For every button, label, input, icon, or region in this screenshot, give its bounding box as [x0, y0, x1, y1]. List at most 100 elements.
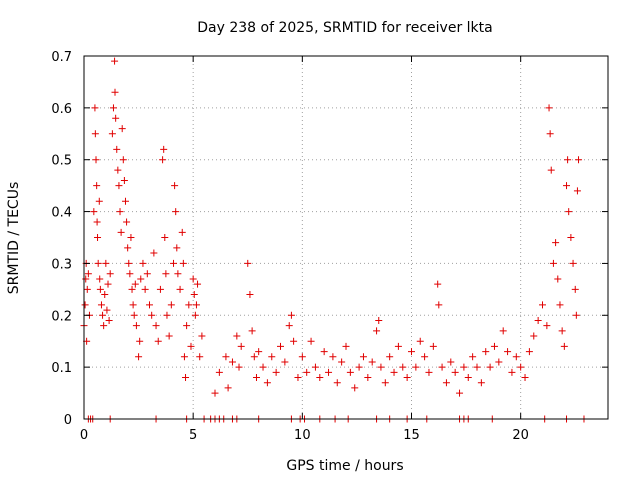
data-point: [421, 353, 429, 361]
data-point: [390, 368, 398, 376]
data-point: [464, 374, 472, 382]
data-point: [170, 259, 178, 267]
y-tick-label: 0.3: [51, 257, 72, 272]
data-point: [135, 353, 143, 361]
data-point: [438, 363, 446, 371]
data-point: [546, 130, 554, 138]
data-point: [351, 384, 359, 392]
data-point: [190, 291, 198, 299]
data-point: [128, 285, 136, 293]
data-point: [124, 244, 132, 252]
data-point: [333, 379, 341, 387]
data-point: [263, 379, 271, 387]
data-point: [495, 358, 503, 366]
data-point: [104, 280, 112, 288]
data-point: [116, 208, 124, 216]
data-point: [416, 337, 424, 345]
data-point: [571, 285, 579, 293]
data-point: [575, 156, 583, 164]
data-point: [425, 368, 433, 376]
y-tick-label: 0: [64, 413, 72, 428]
data-point: [375, 316, 383, 324]
data-point: [99, 311, 107, 319]
data-point: [512, 353, 520, 361]
data-point: [173, 244, 181, 252]
data-point: [93, 218, 101, 226]
data-point: [434, 280, 442, 288]
data-point: [102, 259, 110, 267]
data-point: [111, 88, 119, 96]
data-point: [194, 280, 202, 288]
data-point: [115, 182, 123, 190]
data-point: [233, 332, 241, 340]
data-point: [399, 363, 407, 371]
data-point: [534, 316, 542, 324]
y-tick-label: 0.4: [51, 206, 72, 221]
data-point: [543, 322, 551, 330]
data-point: [342, 342, 350, 350]
data-point: [508, 368, 516, 376]
data-point: [408, 348, 415, 356]
data-point: [160, 145, 168, 153]
data-point: [569, 259, 577, 267]
data-point: [192, 301, 200, 309]
data-point: [268, 353, 276, 361]
data-point: [162, 270, 170, 278]
plot-frame: [83, 55, 609, 420]
data-point: [469, 353, 477, 361]
data-point: [377, 363, 385, 371]
data-point: [96, 285, 104, 293]
data-point: [355, 363, 363, 371]
data-point: [131, 280, 139, 288]
data-point: [154, 337, 162, 345]
data-point: [552, 239, 560, 247]
data-point: [563, 182, 571, 190]
data-point: [359, 353, 367, 361]
data-point: [473, 363, 481, 371]
data-point: [272, 368, 280, 376]
data-point: [130, 311, 138, 319]
data-point: [152, 322, 160, 330]
data-point: [303, 368, 311, 376]
x-tick-label: 10: [294, 428, 311, 443]
data-point: [228, 358, 236, 366]
data-point: [93, 182, 101, 190]
data-point: [106, 270, 114, 278]
data-point: [83, 285, 91, 293]
data-point: [163, 311, 171, 319]
data-point: [290, 337, 298, 345]
data-point: [148, 311, 156, 319]
data-point: [346, 368, 354, 376]
data-point: [255, 348, 263, 356]
data-point: [285, 322, 293, 330]
data-point: [517, 363, 525, 371]
data-point: [224, 384, 232, 392]
data-point: [567, 234, 575, 241]
data-point: [165, 332, 173, 340]
data-point: [211, 389, 219, 397]
data-point: [176, 285, 184, 293]
data-point: [573, 187, 581, 195]
data-point: [329, 353, 337, 361]
data-point: [92, 156, 100, 164]
x-axis-title: GPS time / hours: [286, 458, 403, 474]
data-point: [141, 285, 149, 293]
data-point: [525, 348, 533, 356]
data-point: [105, 316, 113, 324]
data-point: [139, 259, 147, 267]
data-point: [196, 353, 204, 361]
data-point: [167, 301, 175, 309]
data-point: [123, 218, 131, 226]
axis-ticks: 0 5 10 15 20 0 0.1 0.2 0.3 0.4 0.5 0.6 0.7: [51, 50, 608, 443]
data-point: [554, 275, 562, 283]
data-point: [91, 130, 99, 138]
data-point: [187, 342, 195, 350]
data-point: [244, 259, 252, 267]
data-point: [90, 208, 98, 216]
data-point: [96, 275, 104, 283]
data-point: [180, 353, 188, 361]
data-point: [307, 337, 315, 345]
data-point: [490, 342, 498, 350]
data-point: [125, 259, 133, 267]
